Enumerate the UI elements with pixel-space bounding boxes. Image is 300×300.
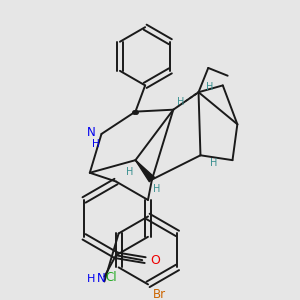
Text: N: N xyxy=(97,272,106,285)
Text: O: O xyxy=(150,254,160,267)
Text: Cl: Cl xyxy=(105,271,117,284)
Text: H: H xyxy=(92,139,100,149)
Text: Br: Br xyxy=(153,288,166,300)
Text: H: H xyxy=(210,158,218,168)
Text: H: H xyxy=(153,184,160,194)
Text: H: H xyxy=(87,274,95,284)
Text: H: H xyxy=(126,167,133,177)
Polygon shape xyxy=(135,160,154,182)
Text: H: H xyxy=(206,82,214,92)
Text: H: H xyxy=(177,97,185,107)
Text: N: N xyxy=(87,125,96,139)
